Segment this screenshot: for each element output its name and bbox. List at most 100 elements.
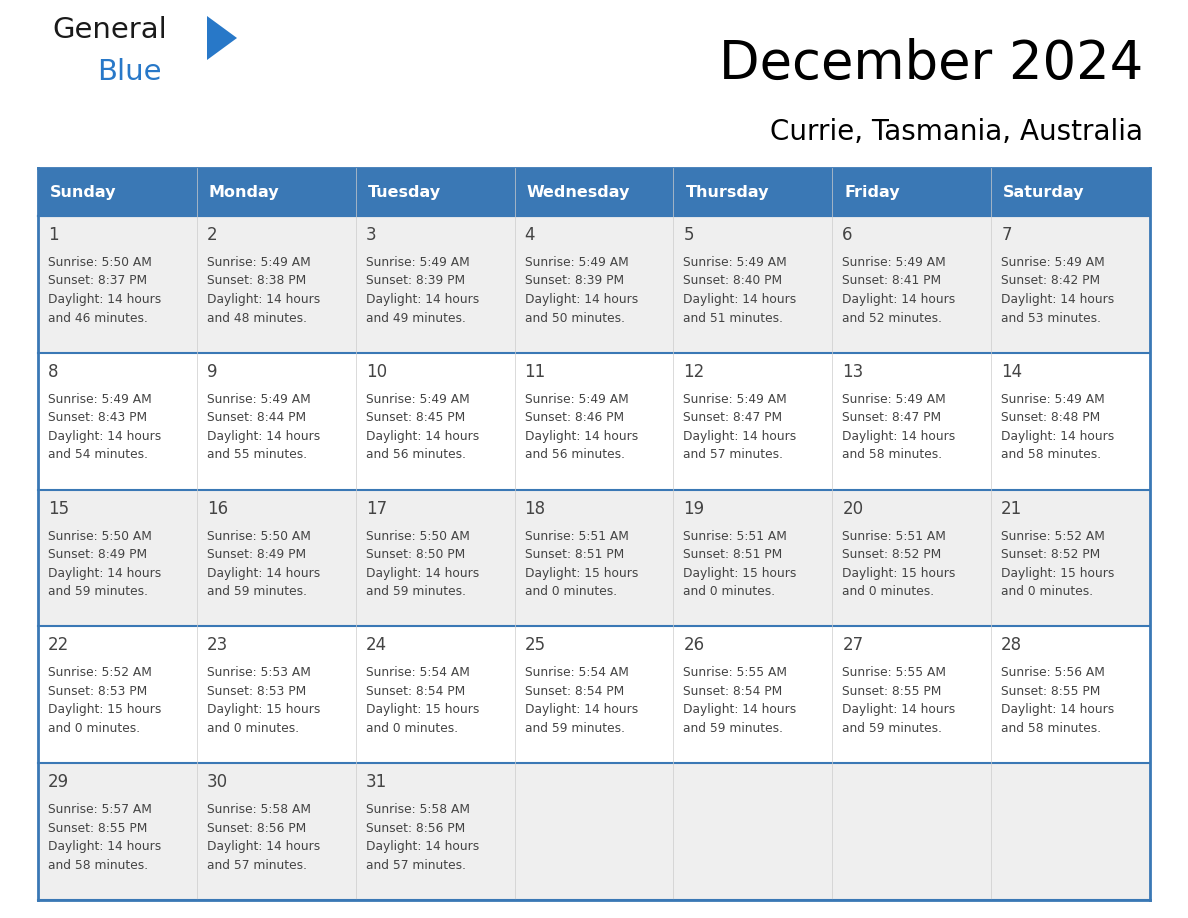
Text: 23: 23 (207, 636, 228, 655)
Text: and 49 minutes.: and 49 minutes. (366, 311, 466, 324)
Text: and 59 minutes.: and 59 minutes. (525, 722, 625, 735)
Text: Daylight: 14 hours: Daylight: 14 hours (683, 430, 797, 442)
Text: 28: 28 (1001, 636, 1022, 655)
Text: and 59 minutes.: and 59 minutes. (48, 585, 148, 599)
Text: Daylight: 14 hours: Daylight: 14 hours (366, 840, 479, 853)
Text: Sunset: 8:56 PM: Sunset: 8:56 PM (207, 822, 307, 834)
Text: and 52 minutes.: and 52 minutes. (842, 311, 942, 324)
Text: Daylight: 15 hours: Daylight: 15 hours (1001, 566, 1114, 579)
Text: and 53 minutes.: and 53 minutes. (1001, 311, 1101, 324)
Text: 18: 18 (525, 499, 545, 518)
Text: and 59 minutes.: and 59 minutes. (842, 722, 942, 735)
Text: Daylight: 14 hours: Daylight: 14 hours (842, 430, 955, 442)
Text: Sunset: 8:53 PM: Sunset: 8:53 PM (207, 685, 307, 698)
Text: and 58 minutes.: and 58 minutes. (1001, 448, 1101, 462)
Text: Daylight: 14 hours: Daylight: 14 hours (525, 703, 638, 716)
Text: 21: 21 (1001, 499, 1023, 518)
Text: Daylight: 14 hours: Daylight: 14 hours (207, 293, 320, 306)
Text: Saturday: Saturday (1003, 185, 1085, 199)
Text: Sunrise: 5:53 AM: Sunrise: 5:53 AM (207, 666, 311, 679)
Text: Sunrise: 5:49 AM: Sunrise: 5:49 AM (525, 256, 628, 269)
Text: Sunset: 8:49 PM: Sunset: 8:49 PM (48, 548, 147, 561)
Text: Sunrise: 5:58 AM: Sunrise: 5:58 AM (366, 803, 469, 816)
Text: Sunset: 8:41 PM: Sunset: 8:41 PM (842, 274, 941, 287)
Text: and 57 minutes.: and 57 minutes. (366, 858, 466, 872)
Text: and 0 minutes.: and 0 minutes. (207, 722, 299, 735)
Text: December 2024: December 2024 (719, 38, 1143, 90)
Text: 16: 16 (207, 499, 228, 518)
Text: 13: 13 (842, 363, 864, 381)
Text: Sunrise: 5:55 AM: Sunrise: 5:55 AM (842, 666, 947, 679)
Text: Sunset: 8:50 PM: Sunset: 8:50 PM (366, 548, 465, 561)
Text: Sunset: 8:56 PM: Sunset: 8:56 PM (366, 822, 465, 834)
Text: Currie, Tasmania, Australia: Currie, Tasmania, Australia (770, 118, 1143, 146)
Text: 20: 20 (842, 499, 864, 518)
Bar (38, 353, 1150, 489)
Text: Tuesday: Tuesday (368, 185, 441, 199)
Text: Sunset: 8:43 PM: Sunset: 8:43 PM (48, 411, 147, 424)
Text: Friday: Friday (845, 185, 901, 199)
Text: and 51 minutes.: and 51 minutes. (683, 311, 783, 324)
Text: 24: 24 (366, 636, 387, 655)
Text: Sunrise: 5:49 AM: Sunrise: 5:49 AM (525, 393, 628, 406)
Text: and 55 minutes.: and 55 minutes. (207, 448, 307, 462)
Text: Daylight: 15 hours: Daylight: 15 hours (842, 566, 955, 579)
Text: Sunset: 8:51 PM: Sunset: 8:51 PM (525, 548, 624, 561)
Text: Daylight: 15 hours: Daylight: 15 hours (683, 566, 797, 579)
Text: Daylight: 14 hours: Daylight: 14 hours (525, 430, 638, 442)
Text: and 0 minutes.: and 0 minutes. (842, 585, 935, 599)
Text: Sunrise: 5:50 AM: Sunrise: 5:50 AM (207, 530, 311, 543)
Text: Daylight: 14 hours: Daylight: 14 hours (207, 566, 320, 579)
Text: and 46 minutes.: and 46 minutes. (48, 311, 147, 324)
Text: Sunrise: 5:58 AM: Sunrise: 5:58 AM (207, 803, 311, 816)
Text: Sunset: 8:48 PM: Sunset: 8:48 PM (1001, 411, 1100, 424)
Text: Sunrise: 5:51 AM: Sunrise: 5:51 AM (683, 530, 788, 543)
Text: and 0 minutes.: and 0 minutes. (48, 722, 140, 735)
Text: Sunset: 8:54 PM: Sunset: 8:54 PM (525, 685, 624, 698)
Text: Sunrise: 5:52 AM: Sunrise: 5:52 AM (48, 666, 152, 679)
Text: and 48 minutes.: and 48 minutes. (207, 311, 307, 324)
Text: Sunrise: 5:52 AM: Sunrise: 5:52 AM (1001, 530, 1105, 543)
Text: Sunrise: 5:49 AM: Sunrise: 5:49 AM (366, 393, 469, 406)
Bar (38, 626, 1150, 763)
Text: Daylight: 14 hours: Daylight: 14 hours (207, 840, 320, 853)
Text: Daylight: 15 hours: Daylight: 15 hours (207, 703, 321, 716)
Text: Sunrise: 5:50 AM: Sunrise: 5:50 AM (48, 530, 152, 543)
Text: and 0 minutes.: and 0 minutes. (366, 722, 457, 735)
Text: Sunset: 8:52 PM: Sunset: 8:52 PM (842, 548, 942, 561)
Text: 7: 7 (1001, 226, 1012, 244)
Text: Sunset: 8:45 PM: Sunset: 8:45 PM (366, 411, 465, 424)
Text: and 58 minutes.: and 58 minutes. (842, 448, 942, 462)
Text: and 59 minutes.: and 59 minutes. (366, 585, 466, 599)
Text: Daylight: 14 hours: Daylight: 14 hours (48, 566, 162, 579)
Text: and 57 minutes.: and 57 minutes. (683, 448, 783, 462)
Text: Daylight: 14 hours: Daylight: 14 hours (683, 703, 797, 716)
Text: Sunset: 8:46 PM: Sunset: 8:46 PM (525, 411, 624, 424)
Text: Daylight: 14 hours: Daylight: 14 hours (525, 293, 638, 306)
Text: Daylight: 14 hours: Daylight: 14 hours (842, 703, 955, 716)
Text: Sunrise: 5:51 AM: Sunrise: 5:51 AM (842, 530, 946, 543)
Text: Sunset: 8:39 PM: Sunset: 8:39 PM (366, 274, 465, 287)
Text: and 54 minutes.: and 54 minutes. (48, 448, 148, 462)
Text: Sunrise: 5:49 AM: Sunrise: 5:49 AM (1001, 393, 1105, 406)
Text: Sunset: 8:40 PM: Sunset: 8:40 PM (683, 274, 783, 287)
Text: Sunset: 8:47 PM: Sunset: 8:47 PM (683, 411, 783, 424)
Text: Daylight: 14 hours: Daylight: 14 hours (683, 293, 797, 306)
Text: Blue: Blue (97, 58, 162, 86)
Bar (38, 216, 1150, 353)
Text: Sunset: 8:51 PM: Sunset: 8:51 PM (683, 548, 783, 561)
Bar (38, 763, 1150, 900)
Text: Daylight: 14 hours: Daylight: 14 hours (366, 430, 479, 442)
Text: and 0 minutes.: and 0 minutes. (525, 585, 617, 599)
Text: Sunrise: 5:49 AM: Sunrise: 5:49 AM (207, 256, 310, 269)
Text: Sunrise: 5:49 AM: Sunrise: 5:49 AM (48, 393, 152, 406)
Text: Sunrise: 5:55 AM: Sunrise: 5:55 AM (683, 666, 788, 679)
Text: Sunrise: 5:54 AM: Sunrise: 5:54 AM (525, 666, 628, 679)
Text: 30: 30 (207, 773, 228, 791)
Text: Sunset: 8:47 PM: Sunset: 8:47 PM (842, 411, 941, 424)
Text: Sunset: 8:44 PM: Sunset: 8:44 PM (207, 411, 307, 424)
Text: Sunrise: 5:51 AM: Sunrise: 5:51 AM (525, 530, 628, 543)
Bar (38, 489, 1150, 626)
Text: Sunrise: 5:54 AM: Sunrise: 5:54 AM (366, 666, 469, 679)
Text: 22: 22 (48, 636, 69, 655)
